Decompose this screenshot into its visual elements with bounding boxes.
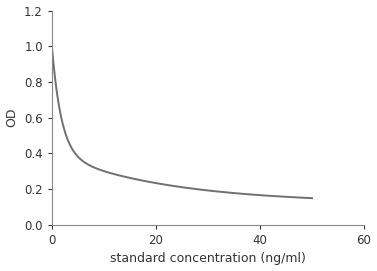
Y-axis label: OD: OD bbox=[6, 108, 18, 127]
X-axis label: standard concentration (ng/ml): standard concentration (ng/ml) bbox=[110, 253, 306, 265]
